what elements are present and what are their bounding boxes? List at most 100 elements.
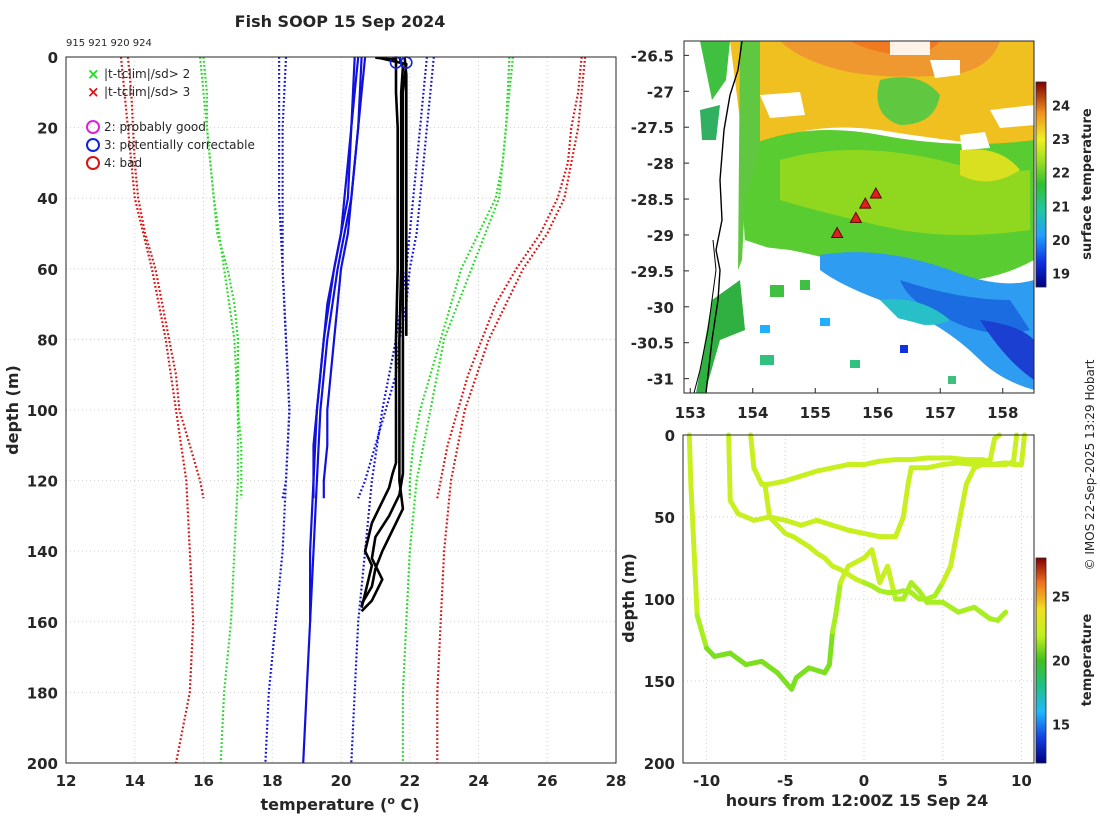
depth-time-track-segment xyxy=(782,517,804,528)
depth-time-track-segment xyxy=(782,473,804,484)
depth-time-track-segment xyxy=(727,498,741,517)
profile-y-tick-label: 100 xyxy=(27,402,58,420)
depth-time-track-segment xyxy=(1011,432,1020,464)
depth-time-track-segment xyxy=(963,465,977,487)
temperature-colorbar-tick-label: 20 xyxy=(1052,655,1070,670)
profile-series-line xyxy=(357,57,435,499)
profile-surface-segment xyxy=(375,57,397,60)
depth-time-x-tick-label: -5 xyxy=(777,772,794,790)
map-y-tick-label: -30.5 xyxy=(631,335,674,353)
profile-ids: 915 921 920 924 xyxy=(66,38,152,49)
imos-footer: © IMOS 22-Sep-2025 13:29 Hobart xyxy=(1083,359,1097,570)
station-marker xyxy=(858,197,872,209)
depth-time-track-segment xyxy=(793,665,812,681)
profile-x-tick-label: 20 xyxy=(331,772,352,790)
depth-time-track-segment xyxy=(869,547,883,586)
map-y-tick-label: -29.5 xyxy=(631,263,674,281)
depth-time-track-segment xyxy=(948,522,961,569)
profile-series-line xyxy=(126,57,205,499)
depth-time-track-segment xyxy=(826,629,836,668)
depth-time-track-segment xyxy=(900,481,911,520)
depth-time-track-segment xyxy=(948,455,969,463)
profile-grid xyxy=(65,56,617,764)
depth-time-x-tick-label: 10 xyxy=(1011,772,1032,790)
profile-y-tick-label: 20 xyxy=(37,120,58,138)
depth-time-track-segment xyxy=(727,650,749,668)
sst-colorbar-tick-label: 20 xyxy=(1052,234,1070,249)
sst-colorbar-tick-label: 23 xyxy=(1052,133,1070,148)
profile-series-line xyxy=(278,57,291,499)
map-y-tick-label: -31 xyxy=(647,371,674,389)
sst-map-field xyxy=(684,41,1034,393)
depth-time-axes-box xyxy=(682,434,1035,764)
legend-flag3-marker xyxy=(86,138,100,152)
depth-time-track-segment xyxy=(751,514,773,523)
depth-time-track-segment xyxy=(892,514,906,540)
sst-colorbar-ticks: 19 20 21 22 23 24 xyxy=(1052,100,1070,283)
profile-chart: 12 14 16 18 20 22 24 26 28 0 20 40 60 80 100 120 140 160… xyxy=(3,49,626,814)
sst-colorbar xyxy=(1035,81,1047,288)
depth-time-track-segment xyxy=(688,481,700,618)
map-y-tick-label: -30 xyxy=(647,299,674,317)
profile-x-tick-label: 12 xyxy=(56,772,77,790)
sst-colorbar-label: surface temperature xyxy=(1080,108,1095,260)
depth-time-track-segment xyxy=(762,481,773,520)
map-y-ticks: -26.5 -27 -27.5 -28 -28.5 -29 -29.5 -30 -30.5 -31 xyxy=(631,47,689,389)
depth-time-x-tick-label: 0 xyxy=(859,772,869,790)
depth-time-y-tick-label: 0 xyxy=(665,427,675,445)
depth-time-chart: -10 -5 0 5 10 0 50 100 150 200 hours from 12:00Z… xyxy=(619,427,1095,810)
profile-y-tick-label: 40 xyxy=(37,190,58,208)
profile-y-tick-label: 0 xyxy=(48,49,58,67)
depth-time-track-segment xyxy=(992,432,1002,441)
profile-x-tick-label: 18 xyxy=(262,772,283,790)
depth-time-y-ticks: 0 50 100 150 200 xyxy=(644,427,675,773)
depth-time-track-segment xyxy=(814,517,836,528)
depth-time-track-segment xyxy=(751,465,765,487)
legend-sd2-marker: × xyxy=(87,65,100,83)
depth-time-track-segment xyxy=(814,465,836,474)
depth-time-y-tick-label: 100 xyxy=(644,591,675,609)
profile-y-tick-label: 120 xyxy=(27,473,58,491)
profile-series-line xyxy=(302,57,363,763)
depth-time-x-tick-label: -10 xyxy=(693,772,720,790)
profile-series-line xyxy=(264,57,291,763)
map-y-tick-label: -26.5 xyxy=(631,47,674,65)
profile-series-line xyxy=(436,57,583,499)
legend-flag2: 2: probably good xyxy=(104,120,206,134)
map-y-tick-label: -29 xyxy=(647,227,674,245)
depth-time-y-tick-label: 50 xyxy=(654,509,675,527)
depth-time-track-segment xyxy=(940,599,961,615)
legend-sd2: |t-tclim|/sd> 2 xyxy=(104,67,190,81)
depth-time-track-segment xyxy=(845,527,867,536)
depth-time-track-segment xyxy=(798,517,820,528)
profile-series-line xyxy=(360,57,405,605)
figure-title: Fish SOOP 15 Sep 2024 xyxy=(235,12,446,31)
profile-series-line xyxy=(360,57,408,613)
depth-time-track-segment xyxy=(726,432,733,504)
depth-time-track-segment xyxy=(908,455,930,463)
profile-x-tick-label: 24 xyxy=(468,772,489,790)
depth-time-y-label: depth (m) xyxy=(619,553,638,643)
profile-y-tick-label: 200 xyxy=(27,755,58,773)
depth-time-track-segment xyxy=(833,580,843,618)
profile-x-ticks: 12 14 16 18 20 22 24 26 28 xyxy=(56,772,627,790)
depth-time-track-segment xyxy=(955,604,977,615)
sst-colorbar-tick-label: 19 xyxy=(1052,268,1070,283)
depth-time-track-segment xyxy=(940,460,961,468)
depth-time-track-segment xyxy=(711,650,733,659)
depth-time-track-segment xyxy=(932,580,946,599)
map-y-tick-label: -28 xyxy=(647,155,674,173)
depth-time-track-segment xyxy=(686,432,694,487)
temperature-colorbar xyxy=(1035,557,1047,764)
profile-y-tick-label: 80 xyxy=(37,331,58,349)
legend-sd3: |t-tclim|/sd> 3 xyxy=(104,85,190,99)
map-x-tick-label: 156 xyxy=(862,404,893,422)
depth-time-track-segment xyxy=(924,462,946,471)
map-y-tick-label: -28.5 xyxy=(631,191,674,209)
profile-y-label: depth (m) xyxy=(3,365,22,455)
station-marker xyxy=(830,226,844,239)
depth-time-track-segment xyxy=(830,612,839,635)
depth-time-track-segment xyxy=(1018,432,1028,468)
depth-time-track-segment xyxy=(759,658,780,676)
depth-time-track-segment xyxy=(694,612,710,651)
